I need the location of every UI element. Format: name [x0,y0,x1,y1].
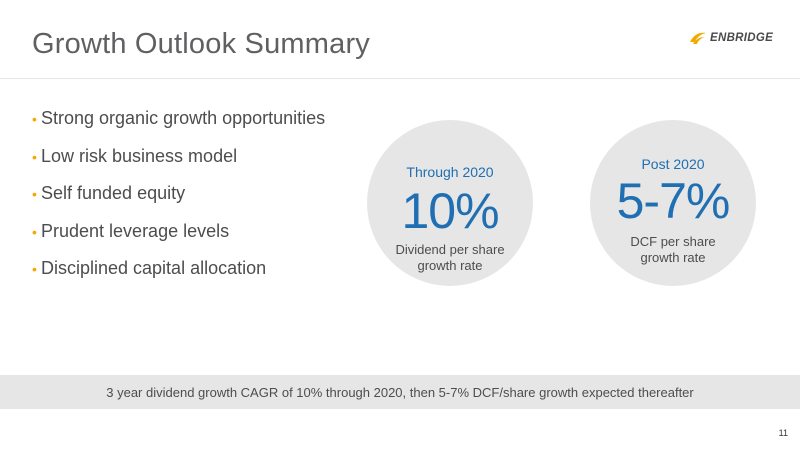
through-2020-circle: Through 2020 10% Dividend per share grow… [367,120,533,286]
circle-caption-line1: DCF per share [630,234,716,249]
circle-heading: Post 2020 [641,156,705,172]
summary-text: 3 year dividend growth CAGR of 10% throu… [106,384,694,400]
circle-heading: Through 2020 [406,164,494,180]
enbridge-logo: ENBRIDGE [688,30,773,46]
circle-caption-line2: growth rate [640,250,706,265]
post-2020-circle: Post 2020 5-7% DCF per share growth rate [590,120,756,286]
bullet-text: Low risk business model [41,145,238,166]
bullet-dot-icon: • [32,186,37,202]
bullet-item: • Prudent leverage levels [32,219,325,257]
title-divider [0,78,800,79]
bullet-dot-icon: • [32,111,37,127]
page-number: 11 [778,428,788,438]
bullet-dot-icon: • [32,261,37,277]
bullet-dot-icon: • [32,148,37,165]
bullet-item: • Strong organic growth opportunities [32,106,325,144]
slide-title: Growth Outlook Summary [32,28,370,60]
bullet-item: • Disciplined capital allocation [32,256,325,294]
bullet-text: Disciplined capital allocation [41,258,267,278]
bullet-text: Self funded equity [41,183,186,203]
circle-caption-line1: Dividend per share [395,242,505,257]
circle-value: 10% [401,183,499,239]
bullet-item: • Self funded equity [32,181,325,219]
logo-wordmark: ENBRIDGE [710,32,774,44]
bullet-item: • Low risk business model [32,144,325,182]
bullet-list: • Strong organic growth opportunities • … [32,106,325,294]
summary-band: 3 year dividend growth CAGR of 10% throu… [0,375,800,409]
circle-value: 5-7% [616,173,731,229]
bullet-text: Strong organic growth opportunities [41,108,326,128]
bullet-text: Prudent leverage levels [41,220,230,241]
enbridge-flame-icon [690,32,706,44]
circle-caption-line2: growth rate [417,258,483,273]
bullet-dot-icon: • [32,223,37,240]
